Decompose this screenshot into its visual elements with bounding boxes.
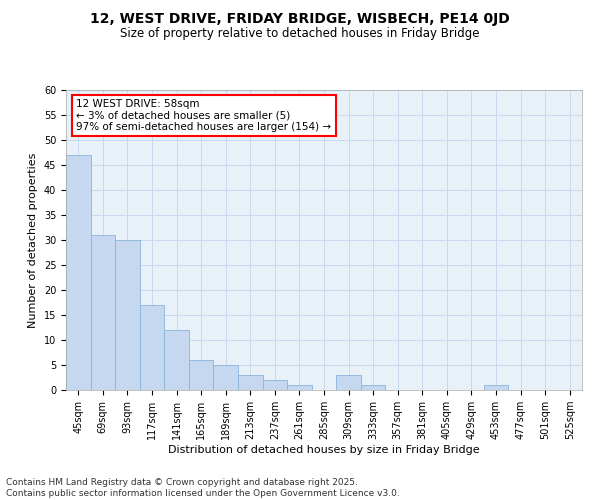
Bar — [164, 330, 189, 390]
Bar — [66, 155, 91, 390]
Bar — [336, 375, 361, 390]
Bar — [263, 380, 287, 390]
Bar — [361, 385, 385, 390]
Bar — [189, 360, 214, 390]
Bar — [287, 385, 312, 390]
Bar — [140, 305, 164, 390]
Bar — [214, 365, 238, 390]
Text: 12, WEST DRIVE, FRIDAY BRIDGE, WISBECH, PE14 0JD: 12, WEST DRIVE, FRIDAY BRIDGE, WISBECH, … — [90, 12, 510, 26]
Bar — [484, 385, 508, 390]
Bar — [238, 375, 263, 390]
Text: Contains HM Land Registry data © Crown copyright and database right 2025.
Contai: Contains HM Land Registry data © Crown c… — [6, 478, 400, 498]
Text: 12 WEST DRIVE: 58sqm
← 3% of detached houses are smaller (5)
97% of semi-detache: 12 WEST DRIVE: 58sqm ← 3% of detached ho… — [76, 99, 331, 132]
Bar — [115, 240, 140, 390]
X-axis label: Distribution of detached houses by size in Friday Bridge: Distribution of detached houses by size … — [168, 445, 480, 455]
Bar — [91, 235, 115, 390]
Y-axis label: Number of detached properties: Number of detached properties — [28, 152, 38, 328]
Text: Size of property relative to detached houses in Friday Bridge: Size of property relative to detached ho… — [120, 28, 480, 40]
